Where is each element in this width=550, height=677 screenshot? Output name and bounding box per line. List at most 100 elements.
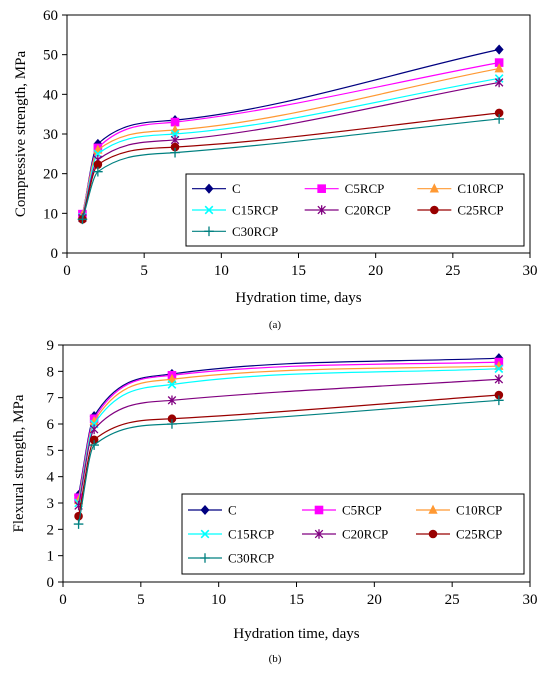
x-tick-label: 20 [367,592,382,608]
x-tick-label: 25 [445,263,460,279]
x-tick-label: 30 [523,263,538,279]
data-point [93,166,103,177]
series-line [77,378,499,506]
x-tick-label: 0 [59,592,67,608]
legend-item: C [188,503,237,518]
y-axis-title: Compressive strength, MPa [13,51,29,218]
legend-marker [317,184,326,193]
legend-item: C20RCP [304,203,391,218]
y-tick-label: 3 [47,496,55,512]
y-tick-label: 30 [43,127,58,143]
y-tick-label: 60 [43,8,58,24]
chart-b: 0 5 10 15 20 25 30 0 1 2 3 4 5 6 7 8 9 Hydration time, da… [11,338,538,665]
series-C30RCP [73,395,504,529]
data-point [494,77,504,88]
series-line [77,368,499,504]
x-tick-label: 30 [523,592,538,608]
legend-marker [204,205,214,215]
legend-label: C25RCP [457,203,503,218]
legend-item: C30RCP [188,551,274,566]
legend-label: C30RCP [232,224,278,239]
data-point [77,214,88,225]
y-tick-label: 50 [43,48,58,64]
legend-marker [200,504,210,516]
data-point [167,419,177,429]
x-tick-label: 0 [63,263,71,279]
figure-caption: (a) [269,319,282,331]
legend-item: C10RCP [416,503,502,518]
x-tick-label: 10 [214,263,229,279]
legend: C C5RCP C10RCP C15RCP C20RCP C25RCP C30RCP [181,493,525,575]
legend-label: C10RCP [457,181,503,196]
chart-a: 0 5 10 15 20 25 30 0 10 20 30 40 50 60 Hydration time,… [13,8,538,331]
y-axis-title: Flexural strength, MPa [11,394,27,532]
x-tick-label: 25 [445,592,460,608]
legend-label: C15RCP [232,203,278,218]
legend-marker [429,183,439,193]
y-tick-label: 2 [47,522,55,538]
legend-box [181,493,525,575]
legend-item: C15RCP [192,203,278,218]
y-tick-label: 20 [43,167,58,183]
y-tick-label: 10 [43,206,58,222]
data-point [494,374,504,385]
legend: C C5RCP C10RCP C15RCP C20RCP C25RCP C30RCP [185,173,525,247]
legend-item: C15RCP [188,527,274,542]
x-tick-label: 5 [137,592,145,608]
legend-marker [428,529,438,539]
series-C5RCP [74,357,504,503]
data-point [74,511,83,521]
legend-label: C5RCP [345,181,385,196]
data-point [494,114,504,124]
legend-label: C30RCP [228,551,274,566]
legend-label: C20RCP [345,203,391,218]
y-tick-label: 0 [47,575,55,591]
legend-item: C5RCP [302,503,382,518]
legend-item: C25RCP [416,527,502,542]
legend-item: C5RCP [304,181,385,196]
legend-item: C30RCP [192,224,278,239]
y-tick-label: 8 [47,364,55,380]
legend-marker [204,226,214,237]
series-C20RCP [74,374,504,511]
legend-label: C10RCP [456,503,502,518]
y-tick-label: 4 [47,470,55,486]
data-point [494,63,504,73]
data-point [167,373,177,384]
legend-marker [317,205,326,215]
legend-label: C15RCP [228,527,274,542]
x-tick-label: 15 [291,263,306,279]
legend-marker [200,553,210,563]
legend-marker [314,505,324,515]
series-line [77,361,499,498]
legend-item: C10RCP [417,181,504,196]
y-tick-label: 40 [43,87,58,103]
legend-box [185,173,525,247]
legend-marker [314,529,324,539]
series-line [77,357,499,496]
data-point [73,519,84,529]
data-point [89,424,99,435]
legend-item: C [192,181,241,196]
y-tick-label: 5 [47,443,55,459]
y-tick-label: 7 [47,391,55,407]
y-tick-label: 6 [47,417,55,433]
data-point [167,380,177,389]
legend-marker [428,504,438,514]
figure-caption: (b) [269,653,282,665]
legend-marker [204,183,214,194]
y-tick-label: 0 [51,246,59,262]
series-line [77,365,499,501]
data-point [89,440,99,450]
x-axis-title: Hydration time, days [233,626,359,642]
legend-marker [200,529,210,539]
legend-label: C25RCP [456,527,502,542]
series-C25RCP [74,390,504,521]
legend-item: C20RCP [302,527,388,542]
y-tick-label: 1 [47,549,55,565]
legend-label: C [228,503,237,518]
data-point [494,44,504,55]
data-point [494,364,504,374]
